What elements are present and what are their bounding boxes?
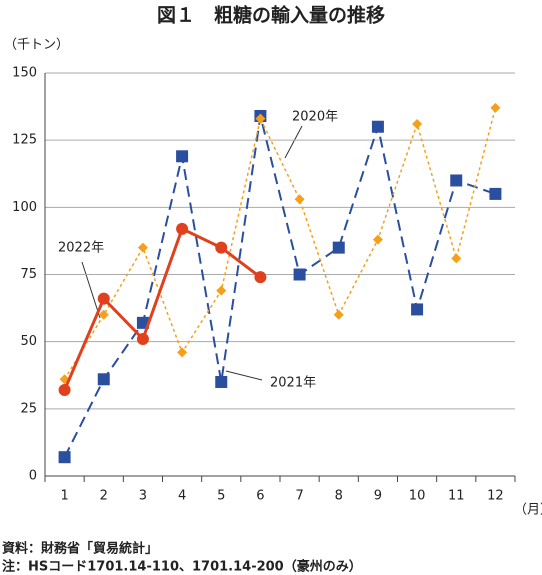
x-tick-label: 10 (409, 489, 426, 504)
marker (333, 309, 344, 320)
chart-title: 図１ 粗糖の輸入量の推移 (157, 4, 385, 27)
marker (215, 241, 228, 254)
y-tick-label: 50 (20, 334, 37, 349)
y-tick-label: 75 (20, 267, 37, 282)
marker (58, 384, 71, 397)
y-axis-label: （千トン） (4, 38, 69, 53)
marker (177, 347, 188, 358)
leader-line (284, 125, 303, 159)
series-line (63, 107, 497, 380)
marker (98, 309, 109, 320)
series-label: 2022年 (58, 241, 104, 256)
leader-line (225, 370, 263, 381)
x-tick-label: 12 (487, 489, 504, 504)
marker (411, 303, 424, 316)
marker (136, 316, 149, 329)
marker (332, 241, 345, 254)
marker (412, 119, 423, 130)
leader-line (81, 261, 101, 319)
marker (450, 174, 463, 187)
x-tick-label: 11 (448, 489, 465, 504)
marker (137, 242, 148, 253)
series-line (63, 115, 496, 458)
marker (490, 102, 501, 113)
marker (489, 187, 502, 200)
marker (136, 332, 149, 345)
x-tick-label: 6 (256, 489, 264, 504)
x-axis-label: （月） (514, 503, 542, 518)
y-tick-label: 0 (29, 469, 37, 484)
x-tick-label: 3 (139, 489, 147, 504)
marker (451, 253, 462, 264)
series-line (63, 226, 262, 391)
marker (371, 120, 384, 133)
x-tick-label: 8 (335, 489, 343, 504)
x-tick-label: 5 (217, 489, 225, 504)
marker (58, 451, 71, 464)
series-label: 2021年 (270, 376, 316, 391)
source: 資料：財務省「貿易統計」 (2, 541, 158, 557)
marker (255, 113, 266, 124)
y-tick-label: 100 (12, 200, 37, 215)
marker (215, 375, 228, 388)
marker (254, 271, 267, 284)
note: 注：HSコード1701.14-110、1701.14-200（豪州のみ） (2, 559, 362, 575)
y-tick-label: 25 (20, 401, 37, 416)
marker (372, 234, 383, 245)
series-label: 2020年 (292, 110, 338, 125)
x-tick-label: 2 (100, 489, 108, 504)
y-tick-label: 125 (12, 133, 37, 148)
x-tick-label: 9 (374, 489, 382, 504)
x-tick-label: 4 (178, 489, 186, 504)
marker (216, 285, 227, 296)
x-tick-label: 1 (60, 489, 68, 504)
marker (293, 268, 306, 281)
marker (294, 194, 305, 205)
x-tick-label: 7 (295, 489, 303, 504)
y-tick-label: 150 (12, 66, 37, 81)
marker (97, 292, 110, 305)
marker (97, 373, 110, 386)
marker (176, 150, 189, 163)
marker (176, 222, 189, 235)
